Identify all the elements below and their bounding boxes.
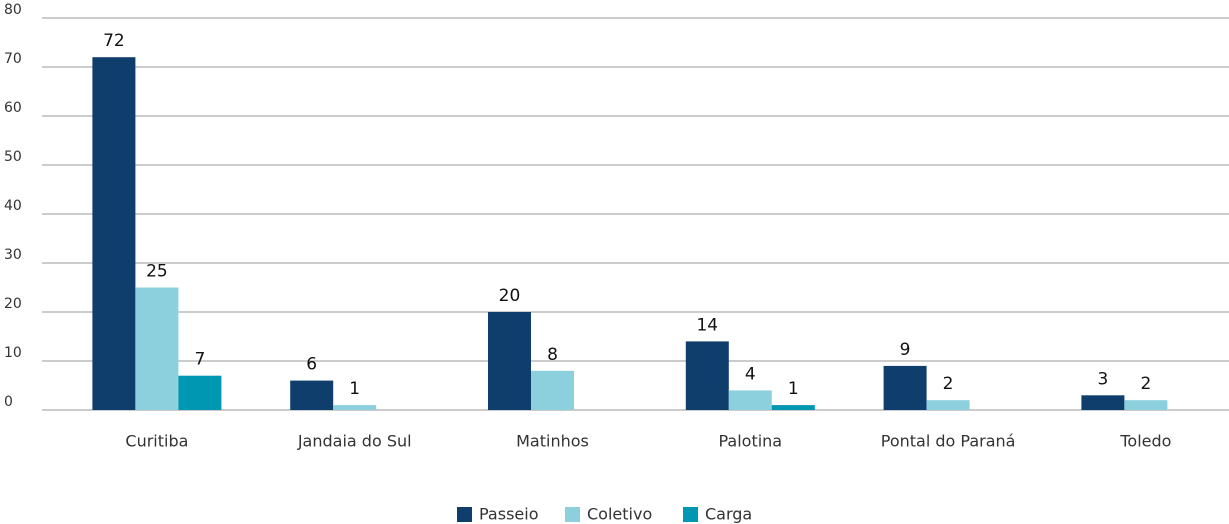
value-label: 20 — [499, 286, 521, 306]
y-tick-label: 70 — [4, 51, 22, 67]
x-tick-label: Matinhos — [516, 432, 589, 451]
bar — [135, 287, 179, 410]
bar — [883, 365, 927, 410]
x-tick-label: Jandaia do Sul — [297, 432, 412, 451]
y-tick-label: 40 — [4, 198, 22, 214]
legend-label: Coletivo — [587, 505, 652, 524]
value-label: 3 — [1097, 369, 1108, 389]
legend-label: Passeio — [479, 505, 538, 524]
bar — [1081, 395, 1125, 410]
legend-label: Carga — [705, 505, 752, 524]
x-tick-label: Palotina — [718, 432, 782, 451]
value-label: 2 — [1140, 374, 1151, 394]
x-tick-label: Curitiba — [125, 432, 188, 451]
value-label: 4 — [745, 364, 756, 384]
y-tick-label: 30 — [4, 247, 22, 263]
value-label: 7 — [194, 350, 205, 370]
value-label: 72 — [103, 31, 125, 51]
bar — [178, 375, 222, 410]
value-label: 1 — [788, 379, 799, 399]
bar — [488, 312, 531, 410]
bar — [771, 405, 815, 410]
bar — [728, 390, 772, 410]
bar — [92, 57, 136, 410]
y-tick-label: 80 — [4, 2, 22, 18]
y-tick-label: 20 — [4, 296, 22, 312]
value-label: 6 — [306, 355, 317, 375]
legend-swatch — [683, 507, 698, 522]
value-label: 1 — [349, 379, 360, 399]
value-label: 8 — [547, 345, 558, 365]
x-tick-label: Toledo — [1119, 432, 1171, 451]
y-tick-label: 10 — [4, 345, 22, 361]
y-tick-label: 0 — [4, 394, 13, 410]
y-tick-label: 50 — [4, 149, 22, 165]
bar — [1124, 400, 1168, 410]
y-tick-label: 60 — [4, 100, 22, 116]
x-tick-label: Pontal do Paraná — [881, 432, 1016, 451]
value-label: 2 — [943, 374, 954, 394]
bar — [531, 370, 574, 410]
bar — [685, 341, 729, 410]
value-label: 25 — [146, 262, 168, 282]
legend-swatch — [565, 507, 580, 522]
bar — [926, 400, 970, 410]
bar — [333, 405, 377, 410]
legend-swatch — [457, 507, 472, 522]
bar — [290, 380, 334, 410]
value-label: 9 — [900, 340, 911, 360]
value-label: 14 — [696, 315, 718, 335]
